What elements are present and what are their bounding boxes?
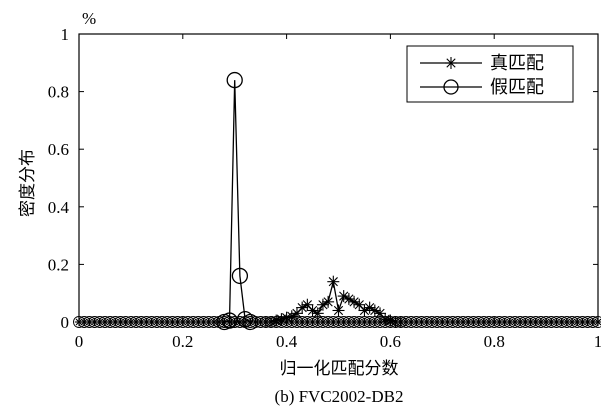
asterisk-stroke (339, 291, 349, 301)
asterisk-stroke (380, 314, 390, 324)
asterisk-stroke (385, 315, 396, 326)
asterisk-stroke (365, 302, 375, 313)
asterisk-stroke (307, 305, 318, 316)
y-tick-label: 0.4 (48, 198, 70, 217)
data-point-circle (231, 267, 249, 285)
data-point-asterisk (322, 295, 335, 308)
y-axis-label: 密度分布 (18, 149, 38, 217)
data-point-asterisk (311, 307, 324, 320)
legend-circle-icon (443, 79, 459, 95)
data-point-asterisk (363, 301, 376, 314)
legend-asterisk-icon (445, 57, 457, 69)
asterisk-stroke (276, 314, 287, 324)
data-point-circle (226, 71, 243, 89)
asterisk-stroke (594, 318, 601, 326)
asterisk-stroke (354, 300, 364, 310)
legend-box (406, 45, 574, 103)
asterisk-stroke (349, 297, 359, 307)
asterisk-stroke (370, 305, 380, 316)
baseline-circle-marker (592, 316, 601, 328)
legend-asterisk-marker (445, 57, 457, 69)
y-tick-label: 0.8 (48, 83, 69, 102)
x-tick-label: 1 (594, 332, 601, 351)
y-tick-label: 0 (61, 313, 70, 332)
data-point-asterisk (332, 304, 345, 317)
asterisk-stroke (333, 305, 344, 316)
y-tick-label: 1 (61, 25, 70, 44)
legend: 真匹配 假匹配 (406, 45, 574, 103)
asterisk-stroke (344, 294, 354, 304)
data-point-circle (221, 312, 238, 329)
asterisk-stroke (266, 317, 276, 327)
asterisk-stroke (396, 317, 406, 327)
legend-label-false: 假匹配 (490, 77, 544, 98)
data-point-asterisk (280, 311, 293, 324)
baseline-asterisk-marker (593, 317, 601, 327)
data-point-asterisk (394, 316, 407, 328)
x-tick-labels: 0 0.2 0.4 0.6 0.8 1 (75, 332, 601, 351)
y-tick-label: 0.2 (48, 255, 69, 274)
x-tick-label: 0.4 (276, 332, 298, 351)
chart-caption: (b) FVC2002-DB2 (275, 387, 404, 406)
x-tick-label: 0.8 (484, 332, 505, 351)
y-tick-label: 0.6 (48, 140, 69, 159)
baseline-markers (73, 316, 601, 328)
data-point-asterisk (316, 298, 329, 311)
x-tick-label: 0 (75, 332, 84, 351)
asterisk-stroke (302, 300, 312, 310)
asterisk-stroke (313, 308, 323, 318)
series-layer (216, 71, 407, 331)
data-point-asterisk (327, 275, 340, 288)
x-axis-label: 归一化匹配分数 (280, 359, 399, 379)
y-tick-labels: 0 0.2 0.4 0.6 0.8 1 (48, 25, 70, 332)
legend-label-true: 真匹配 (490, 53, 544, 74)
asterisk-stroke (375, 308, 385, 318)
asterisk-stroke (271, 315, 281, 326)
series-line-2 (224, 80, 251, 323)
asterisk-stroke (328, 277, 338, 287)
asterisk-stroke (446, 58, 456, 68)
asterisk-stroke (323, 297, 333, 307)
y-axis-unit: % (82, 9, 96, 28)
asterisk-stroke (281, 313, 292, 323)
x-tick-label: 0.6 (380, 332, 401, 351)
x-tick-label: 0.2 (172, 332, 193, 351)
data-point-circle (242, 313, 259, 331)
